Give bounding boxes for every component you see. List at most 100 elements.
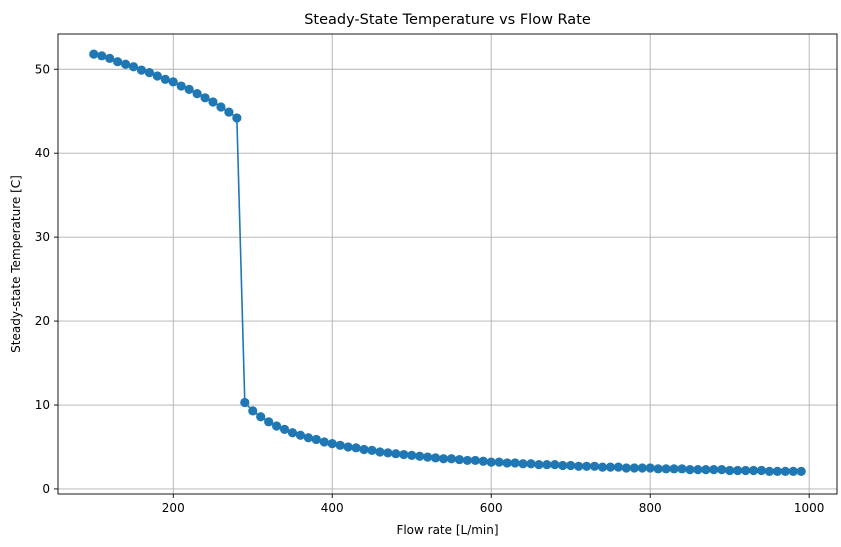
data-point (359, 444, 369, 455)
data-point (733, 465, 743, 476)
data-point (113, 57, 123, 67)
data-point (184, 84, 194, 94)
data-point (311, 434, 321, 445)
series-layer (89, 49, 806, 476)
data-point (160, 74, 170, 84)
data-point (526, 459, 536, 469)
data-point (407, 450, 417, 460)
data-point (272, 421, 282, 431)
data-point (534, 460, 544, 470)
data-point (423, 452, 433, 462)
y-tick-label: 40 (35, 146, 50, 160)
x-tick-label: 400 (321, 501, 344, 515)
data-point (637, 463, 647, 473)
data-point (542, 460, 552, 470)
grid-layer (58, 34, 837, 494)
data-point (152, 71, 162, 81)
chart-title: Steady-State Temperature vs Flow Rate (304, 12, 591, 28)
data-point (502, 458, 512, 468)
x-tick-label: 1000 (794, 501, 825, 515)
data-point (478, 456, 488, 466)
data-point (279, 424, 290, 434)
data-point (351, 443, 361, 453)
y-tick-label: 20 (35, 314, 50, 328)
data-point (240, 397, 250, 408)
data-point (653, 464, 663, 474)
data-point (486, 457, 496, 467)
data-point (574, 461, 584, 471)
data-point (303, 433, 313, 443)
data-point (589, 461, 600, 471)
data-point (772, 466, 782, 476)
data-point (748, 465, 759, 476)
data-point (661, 464, 671, 474)
data-point (97, 51, 107, 61)
data-point (224, 107, 234, 117)
data-point (430, 453, 441, 463)
data-point (128, 62, 139, 72)
data-point (645, 463, 655, 473)
data-point (717, 465, 727, 475)
data-point (232, 113, 242, 123)
data-point (566, 460, 576, 471)
data-point (256, 412, 266, 422)
data-point (558, 460, 568, 471)
data-point (454, 454, 465, 465)
data-point (764, 466, 775, 476)
data-point (438, 454, 449, 464)
data-point (295, 430, 306, 440)
data-point (550, 460, 560, 470)
data-point (89, 49, 99, 59)
data-point (367, 445, 377, 455)
data-point (383, 448, 393, 458)
data-point (136, 65, 147, 75)
data-point (264, 417, 274, 427)
data-point (462, 455, 472, 466)
data-point (375, 447, 385, 457)
data-point (725, 465, 735, 476)
data-point (144, 68, 155, 78)
data-point (605, 462, 616, 472)
data-point (192, 89, 202, 99)
data-point (399, 449, 409, 460)
y-tick-label: 50 (35, 62, 50, 76)
y-tick-label: 0 (42, 482, 50, 496)
data-point (756, 465, 767, 476)
data-point (105, 53, 115, 63)
data-point (446, 454, 457, 464)
data-point (693, 465, 703, 475)
data-point (629, 463, 639, 473)
data-point (120, 59, 131, 69)
data-point (701, 465, 711, 475)
data-point (780, 466, 790, 476)
data-point (391, 449, 401, 459)
data-point (613, 462, 624, 472)
data-point (510, 458, 520, 468)
data-point (327, 439, 337, 449)
data-point (677, 464, 687, 474)
y-tick-label: 30 (35, 230, 50, 244)
x-tick-label: 800 (639, 501, 662, 515)
tick-layer: 200 400 600 800 1000 0 10 20 30 40 50 (35, 62, 825, 515)
data-point (248, 406, 258, 416)
data-point (216, 102, 226, 112)
data-point (582, 461, 592, 471)
data-point (740, 465, 751, 476)
data-point (415, 451, 425, 461)
data-point (208, 97, 218, 107)
data-point (518, 459, 528, 469)
data-point (709, 465, 719, 475)
x-axis-label: Flow rate [L/min] (396, 523, 498, 537)
data-point (685, 465, 695, 475)
data-point (470, 455, 480, 466)
y-tick-label: 10 (35, 398, 50, 412)
data-point (319, 437, 329, 447)
y-axis-label: Steady-state Temperature [C] (9, 175, 23, 353)
data-point (494, 457, 504, 467)
x-tick-label: 200 (162, 501, 185, 515)
data-point (176, 81, 186, 91)
data-point (621, 463, 631, 473)
